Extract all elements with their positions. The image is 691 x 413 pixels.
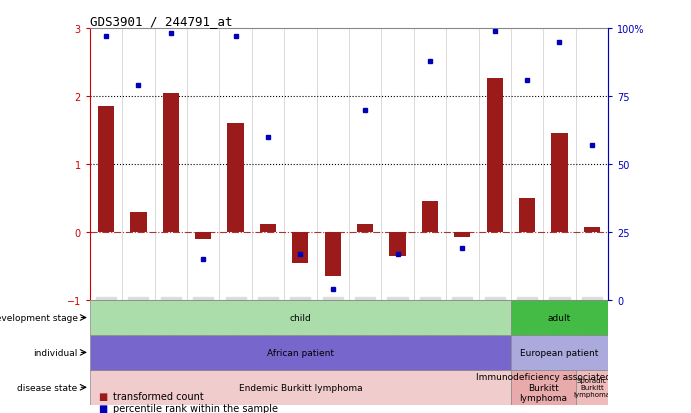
Text: Immunodeficiency associated
Burkitt
lymphoma: Immunodeficiency associated Burkitt lymp…	[476, 373, 611, 402]
Bar	[325, 233, 341, 277]
Bar	[511, 370, 576, 405]
Text: individual: individual	[33, 348, 77, 357]
Bar	[454, 233, 471, 237]
Text: percentile rank within the sample: percentile rank within the sample	[113, 404, 278, 413]
Bar	[390, 233, 406, 256]
Bar	[227, 124, 244, 233]
Bar	[90, 370, 511, 405]
Bar	[584, 227, 600, 233]
Text: development stage: development stage	[0, 313, 77, 322]
Text: African patient: African patient	[267, 348, 334, 357]
Bar	[422, 202, 438, 233]
Text: disease state: disease state	[17, 383, 77, 392]
Text: child: child	[290, 313, 311, 322]
Bar	[576, 370, 608, 405]
Bar	[511, 335, 608, 370]
Bar	[292, 233, 308, 263]
Bar	[260, 224, 276, 233]
Text: Endemic Burkitt lymphoma: Endemic Burkitt lymphoma	[238, 383, 362, 392]
Bar	[195, 233, 211, 239]
Bar	[98, 107, 114, 233]
Bar	[162, 93, 179, 233]
Bar	[90, 335, 511, 370]
Bar	[519, 199, 536, 233]
Text: ■: ■	[98, 404, 107, 413]
Text: Sporadic
Burkitt
lymphoma: Sporadic Burkitt lymphoma	[574, 377, 610, 397]
Bar	[357, 224, 373, 233]
Bar	[90, 300, 511, 335]
Text: ■: ■	[98, 391, 107, 401]
Text: GDS3901 / 244791_at: GDS3901 / 244791_at	[90, 15, 232, 28]
Text: adult: adult	[548, 313, 571, 322]
Text: European patient: European patient	[520, 348, 598, 357]
Bar	[486, 78, 503, 233]
Bar	[131, 212, 146, 233]
Text: transformed count: transformed count	[113, 391, 203, 401]
Bar	[511, 300, 608, 335]
Bar	[551, 134, 567, 233]
